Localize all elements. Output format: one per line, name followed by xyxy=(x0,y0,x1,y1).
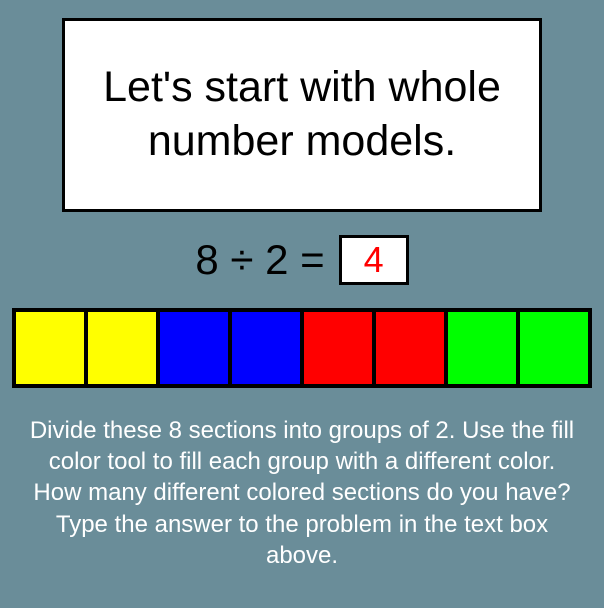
bar-cell-5[interactable] xyxy=(376,312,448,384)
bar-cell-0[interactable] xyxy=(16,312,88,384)
instructions-text: Divide these 8 sections into groups of 2… xyxy=(24,415,580,571)
bar-cell-7[interactable] xyxy=(520,312,588,384)
bar-cell-2[interactable] xyxy=(160,312,232,384)
color-bar xyxy=(12,308,592,388)
answer-input[interactable]: 4 xyxy=(339,235,409,285)
title-box: Let's start with whole number models. xyxy=(62,18,542,212)
equation-expression: 8 ÷ 2 = xyxy=(195,236,324,284)
title-text: Let's start with whole number models. xyxy=(85,61,519,169)
bar-cell-6[interactable] xyxy=(448,312,520,384)
bar-cell-3[interactable] xyxy=(232,312,304,384)
equation-row: 8 ÷ 2 = 4 xyxy=(0,235,604,285)
bar-cell-1[interactable] xyxy=(88,312,160,384)
bar-cell-4[interactable] xyxy=(304,312,376,384)
